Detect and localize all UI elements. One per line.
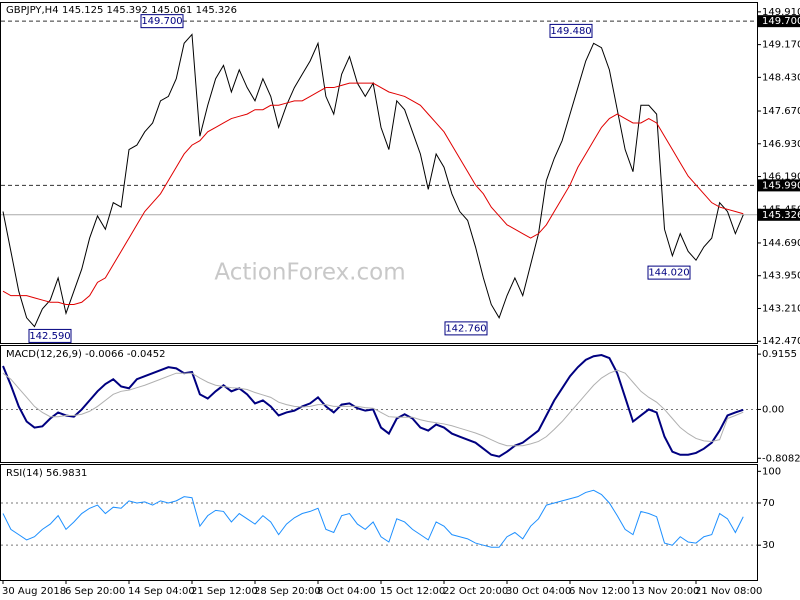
- level-label-box: [758, 179, 800, 192]
- annotation-label: 142.760: [445, 323, 486, 334]
- macd-title: MACD(12,26,9) -0.0066 -0.0452: [6, 349, 166, 360]
- series-line: [2, 489, 744, 548]
- y-tick-label: 149.170: [762, 40, 800, 51]
- y-tick-label: 144.690: [762, 238, 800, 249]
- y-tick-label: 30: [762, 540, 775, 551]
- x-tick-label: 8 Oct 04:00: [317, 586, 376, 597]
- rsi-title: RSI(14) 56.9831: [6, 468, 87, 479]
- annotation-label: 149.700: [141, 16, 182, 27]
- level-label: 149.700: [762, 16, 800, 27]
- y-tick-label: 148.430: [762, 72, 800, 83]
- annotation-label: 142.590: [29, 331, 70, 342]
- annotation-box: [444, 321, 488, 336]
- x-tick-label: 30 Aug 2018: [2, 586, 66, 597]
- ohlc-header: 145.125 145.392 145.061 145.326: [62, 5, 237, 16]
- x-tick-label: 30 Oct 04:00: [506, 586, 571, 597]
- y-tick-label: 70: [762, 498, 775, 509]
- y-tick-label: 0.9155: [762, 349, 797, 360]
- level-label: 145.990: [762, 180, 800, 191]
- x-tick-label: 14 Sep 04:00: [128, 586, 195, 597]
- y-tick-label: 147.670: [762, 106, 800, 117]
- level-label-box: [758, 15, 800, 28]
- chart-title: GBPJPY,H4: [6, 5, 59, 16]
- x-tick-label: 21 Nov 08:00: [695, 586, 762, 597]
- y-tick-label: 0.00: [762, 404, 784, 415]
- x-tick-label: 15 Oct 12:00: [380, 586, 445, 597]
- y-tick-label: 146.930: [762, 139, 800, 150]
- annotation-box: [140, 14, 184, 29]
- series-line: [2, 369, 744, 447]
- y-tick-label: 100: [762, 466, 781, 477]
- x-tick-label: 6 Nov 12:00: [569, 586, 630, 597]
- series-line: [2, 82, 744, 305]
- y-tick-label: 143.950: [762, 271, 800, 282]
- x-tick-label: 22 Oct 20:00: [443, 586, 508, 597]
- watermark: ActionForex.com: [214, 260, 405, 286]
- annotation-box: [28, 328, 72, 343]
- x-tick-label: 21 Sep 12:00: [191, 586, 258, 597]
- rsi-panel-border: [0, 464, 758, 581]
- y-tick-label: 143.210: [762, 303, 800, 314]
- series-line: [2, 354, 744, 458]
- annotation-box: [647, 265, 691, 280]
- annotation-box: [549, 23, 593, 38]
- macd-panel-border: [0, 345, 758, 463]
- x-tick-label: 28 Sep 20:00: [254, 586, 321, 597]
- x-tick-label: 6 Sep 20:00: [65, 586, 125, 597]
- annotation-label: 144.020: [648, 268, 689, 279]
- y-tick-label: 146.190: [762, 172, 800, 183]
- annotation-label: 149.480: [550, 26, 591, 37]
- last-price-box: [758, 208, 800, 221]
- y-tick-label: -0.8082: [762, 453, 800, 464]
- x-tick-label: 13 Nov 20:00: [632, 586, 699, 597]
- price-panel-border: [0, 2, 758, 344]
- y-tick-label: 142.470: [762, 336, 800, 347]
- y-tick-label: 149.910: [762, 7, 800, 18]
- last-price-label: 145.326: [762, 210, 800, 221]
